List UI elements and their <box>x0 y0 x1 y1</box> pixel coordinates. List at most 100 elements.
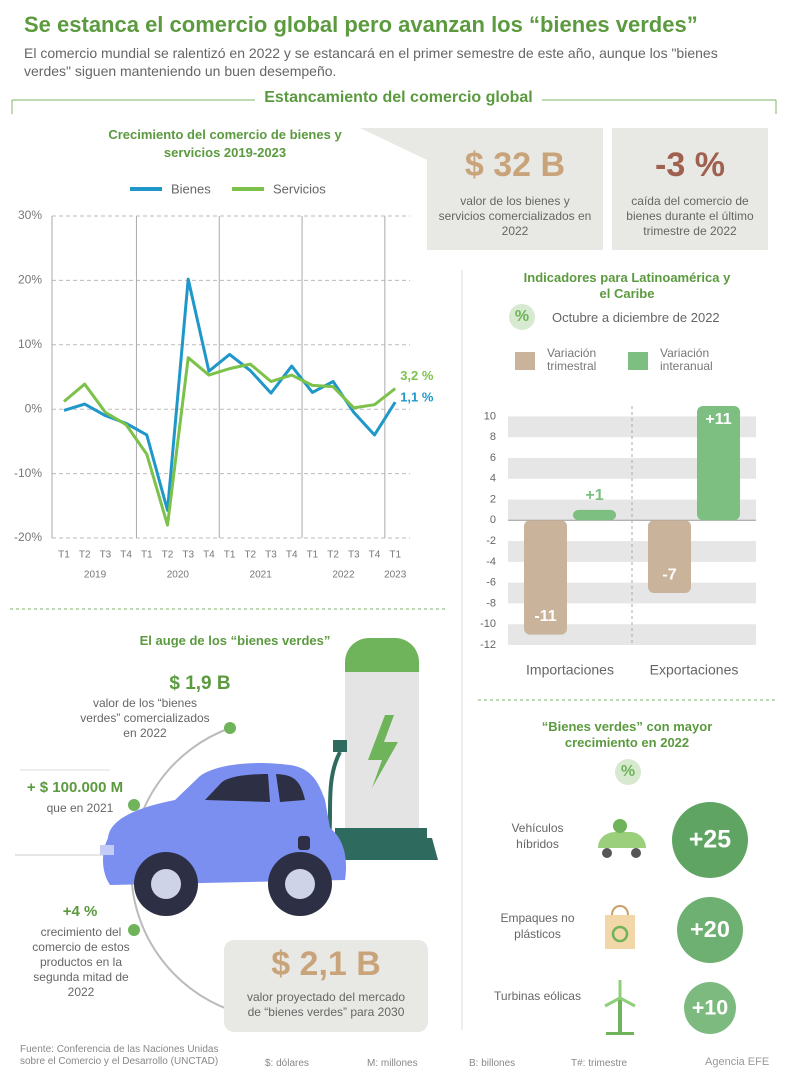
percent-icon <box>509 304 535 330</box>
growth-bubble <box>677 897 743 963</box>
item-text: que en 2021 <box>46 801 114 815</box>
series-line <box>63 356 397 527</box>
y-tick-label: -10 <box>480 618 496 630</box>
legend-label: Bienes <box>171 181 211 196</box>
x-tick-label: T1 <box>307 550 319 561</box>
value-label: +11 <box>705 411 731 428</box>
growth-value: +10 <box>692 996 728 1020</box>
y-tick-label: -8 <box>486 597 496 609</box>
stat-text: valor de los bienes y servicios comercia… <box>438 194 592 238</box>
item-label: Turbinas eólicas <box>494 989 581 1003</box>
x-tick-label: T4 <box>120 550 132 561</box>
year-label: 2021 <box>250 570 273 581</box>
legend-label: Variación interanual <box>660 346 713 373</box>
note: T#: trimestre <box>571 1058 628 1069</box>
bar <box>697 406 740 521</box>
stat-value: -3 % <box>655 146 725 184</box>
year-label: 2020 <box>167 570 190 581</box>
y-tick-label: 6 <box>490 452 496 464</box>
section-title: Estancamiento del comercio global <box>264 89 533 106</box>
chart-title: Crecimiento del comercio de bienes y ser… <box>108 127 342 160</box>
title: Se estanca el comercio global pero avanz… <box>24 12 698 37</box>
chart-title: Indicadores para Latinoamérica y el Cari… <box>523 270 731 301</box>
y-tick-label: -10% <box>14 466 42 480</box>
end-label: 1,1 % <box>400 390 434 405</box>
legend-swatch <box>628 352 648 370</box>
y-tick-label: 4 <box>490 473 496 485</box>
y-tick-label: 0 <box>490 514 496 526</box>
item-value: + $ 100.000 M <box>26 779 124 796</box>
chart-subtitle: Octubre a diciembre de 2022 <box>552 310 720 325</box>
x-tick-label: T2 <box>244 550 256 561</box>
x-tick-label: T3 <box>348 550 360 561</box>
stat-text: caída del comercio de bienes durante el … <box>626 194 754 238</box>
percent-symbol: % <box>514 308 530 325</box>
value-label: +1 <box>585 487 603 504</box>
item-value: $ 1,9 B <box>169 673 231 694</box>
stat-pointer <box>360 128 427 160</box>
item-label: Vehículos híbridos <box>511 821 564 851</box>
arc-dot <box>224 722 236 734</box>
x-tick-label: T3 <box>182 550 194 561</box>
x-tick-label: T4 <box>369 550 381 561</box>
y-tick-label: -12 <box>480 639 496 651</box>
note: B: billones <box>469 1058 516 1069</box>
section-heading: El auge de los “bienes verdes” <box>139 633 331 648</box>
x-tick-label: T3 <box>265 550 277 561</box>
x-tick-label: T2 <box>162 550 174 561</box>
stat-box <box>427 128 603 250</box>
legend-label: Servicios <box>273 181 326 196</box>
end-label: 3,2 % <box>400 368 434 383</box>
x-tick-label: Exportaciones <box>650 662 739 678</box>
x-tick-label: T1 <box>224 550 236 561</box>
legend-label: Variación trimestral <box>547 346 597 373</box>
arc-dot <box>128 799 140 811</box>
growth-bubble <box>684 982 736 1034</box>
x-tick-label: T1 <box>58 550 70 561</box>
y-tick-label: 10% <box>18 337 42 351</box>
subtitle: El comercio mundial se ralentizó en 2022… <box>24 45 718 79</box>
hybrid-car-icon <box>598 819 646 858</box>
percent-symbol: % <box>620 763 636 780</box>
bar <box>524 520 567 635</box>
year-label: 2023 <box>384 570 407 581</box>
projection-value: $ 2,1 B <box>271 945 381 983</box>
agency: Agencia EFE <box>705 1056 770 1068</box>
stat-box <box>612 128 768 250</box>
note: $: dólares <box>265 1058 309 1069</box>
y-tick-label: 2 <box>490 493 496 505</box>
item-label: Empaques no plásticos <box>500 911 575 941</box>
y-tick-label: -4 <box>486 556 496 568</box>
y-tick-label: 8 <box>490 431 496 443</box>
legend-swatch <box>515 352 535 370</box>
projection-box <box>224 940 428 1032</box>
y-tick-label: 0% <box>25 401 43 415</box>
bag-icon <box>605 905 635 949</box>
bar <box>648 520 691 594</box>
x-tick-label: T1 <box>141 550 153 561</box>
car <box>100 763 347 916</box>
x-tick-label: T4 <box>203 550 215 561</box>
value-label: -11 <box>534 608 556 625</box>
projection-text: valor proyectado del mercado de “bienes … <box>246 990 406 1019</box>
year-label: 2022 <box>332 570 355 581</box>
charger <box>298 638 438 891</box>
growth-bubble <box>672 802 748 878</box>
turbine-icon <box>604 980 636 1035</box>
year-label: 2019 <box>84 570 107 581</box>
arc-dot <box>128 924 140 936</box>
x-tick-label: Importaciones <box>526 662 614 678</box>
source: Fuente: Conferencia de las Naciones Unid… <box>20 1044 219 1067</box>
growth-value: +25 <box>689 827 731 854</box>
note: M: millones <box>367 1058 418 1069</box>
section-heading: “Bienes verdes” con mayor crecimiento en… <box>541 719 713 750</box>
y-tick-label: -20% <box>14 530 42 544</box>
growth-value: +20 <box>690 916 730 942</box>
x-tick-label: T1 <box>389 550 401 561</box>
item-value: +4 % <box>62 903 98 920</box>
y-tick-label: 30% <box>18 208 42 222</box>
y-tick-label: 10 <box>484 410 496 422</box>
x-tick-label: T3 <box>100 550 112 561</box>
